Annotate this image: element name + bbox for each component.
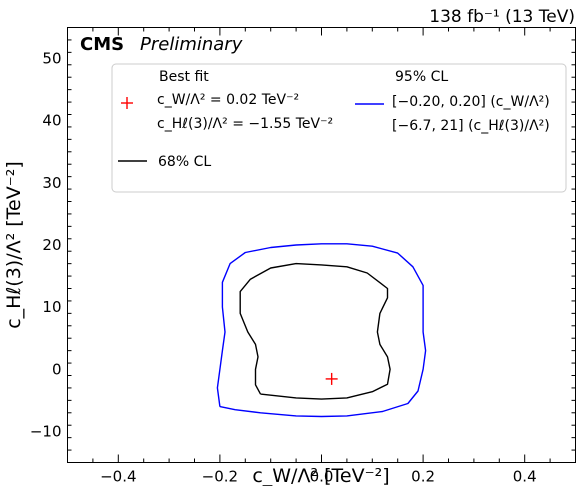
legend-95-line2: [−6.7, 21] (c_Hℓ(3)/Λ²) [392,118,550,134]
x-tick-label: −0.2 [202,468,238,486]
legend-95-title: 95% CL [395,69,448,85]
legend-best-fit-title: Best fit [159,69,209,85]
x-tick-label: 0.4 [513,468,537,486]
legend-box [111,63,567,193]
contour-68 [239,262,391,400]
y-tick-label: 0 [52,360,62,378]
best-fit-marker [325,372,338,385]
y-tick-label: 20 [42,236,61,254]
contour-95 [216,243,427,418]
legend: Best fit c_W/Λ² = 0.02 TeV⁻² c_Hℓ(3)/Λ² … [111,63,567,193]
y-tick-label: 10 [42,298,61,316]
y-tick-label: 30 [42,174,61,192]
legend-best-fit-marker [121,97,133,109]
contours [216,243,427,418]
x-tick-label: 0.0 [310,468,334,486]
y-tick-labels: −10 0 10 20 30 40 50 [30,50,62,441]
x-tick-label: −0.4 [100,468,136,486]
y-tick-label: 50 [42,50,61,68]
y-tick-label: −10 [30,422,62,440]
legend-best-fit-line1: c_W/Λ² = 0.02 TeV⁻² [157,92,299,108]
preliminary-label: Preliminary [140,34,243,55]
axis-ticks [67,27,576,463]
legend-best-fit-line2: c_Hℓ(3)/Λ² = −1.55 TeV⁻² [157,116,333,132]
cms-label: CMS [80,34,124,55]
x-axis-label: c_W/Λ² [TeV⁻²] [252,465,389,486]
y-tick-label: 40 [42,112,61,130]
x-tick-label: 0.2 [411,468,435,486]
legend-95-line1: [−0.20, 0.20] (c_W/Λ²) [392,94,550,110]
lumi-label: 138 fb⁻¹ (13 TeV) [429,7,575,27]
y-axis-label: c_Hℓ(3)/Λ² [TeV⁻²] [3,161,25,329]
x-tick-labels: −0.4 −0.2 0.0 0.2 0.4 [100,468,537,486]
legend-68-label: 68% CL [158,154,211,170]
